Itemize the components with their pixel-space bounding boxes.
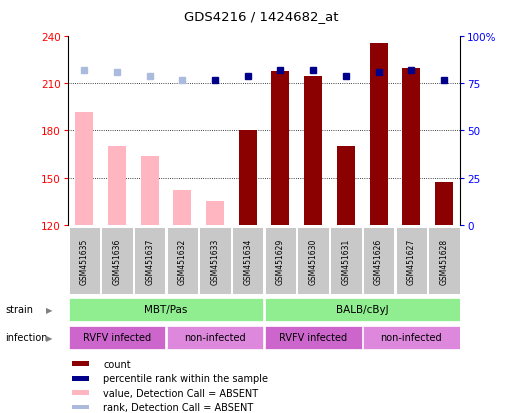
Text: GSM451629: GSM451629	[276, 238, 285, 284]
Bar	[199, 228, 231, 294]
Bar	[141, 156, 158, 225]
Bar	[167, 326, 264, 349]
Bar	[271, 71, 289, 225]
Bar	[108, 147, 126, 225]
Bar	[298, 228, 329, 294]
Text: GSM451635: GSM451635	[80, 238, 89, 285]
Text: GSM451633: GSM451633	[211, 238, 220, 285]
Bar	[72, 390, 89, 395]
Bar	[75, 112, 93, 225]
Text: BALB/cByJ: BALB/cByJ	[336, 304, 389, 314]
Bar	[72, 361, 89, 366]
Bar	[239, 131, 257, 225]
Text: non-infected: non-infected	[380, 332, 442, 342]
Bar	[265, 326, 361, 349]
Bar	[134, 228, 165, 294]
Bar	[435, 183, 453, 225]
Text: GSM451627: GSM451627	[407, 238, 416, 284]
Bar	[69, 228, 100, 294]
Bar	[69, 326, 165, 349]
Text: GDS4216 / 1424682_at: GDS4216 / 1424682_at	[184, 10, 339, 23]
Text: rank, Detection Call = ABSENT: rank, Detection Call = ABSENT	[104, 402, 254, 412]
Text: count: count	[104, 359, 131, 369]
Text: ▶: ▶	[47, 305, 53, 314]
Text: GSM451634: GSM451634	[243, 238, 252, 285]
Bar	[330, 228, 361, 294]
Text: RVFV infected: RVFV infected	[83, 332, 151, 342]
Bar	[265, 228, 296, 294]
Text: GSM451630: GSM451630	[309, 238, 317, 285]
Bar	[363, 326, 460, 349]
Bar	[370, 43, 388, 225]
Text: GSM451628: GSM451628	[439, 238, 448, 284]
Text: ▶: ▶	[47, 333, 53, 342]
Bar	[101, 228, 133, 294]
Bar	[402, 69, 420, 225]
Bar	[167, 228, 198, 294]
Bar	[363, 228, 394, 294]
Text: GSM451631: GSM451631	[342, 238, 350, 284]
Bar	[72, 405, 89, 409]
Bar	[304, 76, 322, 225]
Bar	[174, 191, 191, 225]
Bar	[232, 228, 264, 294]
Text: MBT/Pas: MBT/Pas	[144, 304, 188, 314]
Text: value, Detection Call = ABSENT: value, Detection Call = ABSENT	[104, 388, 258, 398]
Text: percentile rank within the sample: percentile rank within the sample	[104, 373, 268, 383]
Bar	[428, 228, 460, 294]
Bar	[72, 376, 89, 381]
Text: RVFV infected: RVFV infected	[279, 332, 347, 342]
Text: non-infected: non-infected	[184, 332, 246, 342]
Text: GSM451637: GSM451637	[145, 238, 154, 285]
Text: GSM451626: GSM451626	[374, 238, 383, 284]
Text: GSM451632: GSM451632	[178, 238, 187, 284]
Text: strain: strain	[5, 304, 33, 314]
Bar	[206, 202, 224, 225]
Text: GSM451636: GSM451636	[112, 238, 121, 285]
Bar	[265, 298, 460, 321]
Bar	[337, 147, 355, 225]
Text: infection: infection	[5, 332, 48, 342]
Bar	[69, 298, 264, 321]
Bar	[395, 228, 427, 294]
